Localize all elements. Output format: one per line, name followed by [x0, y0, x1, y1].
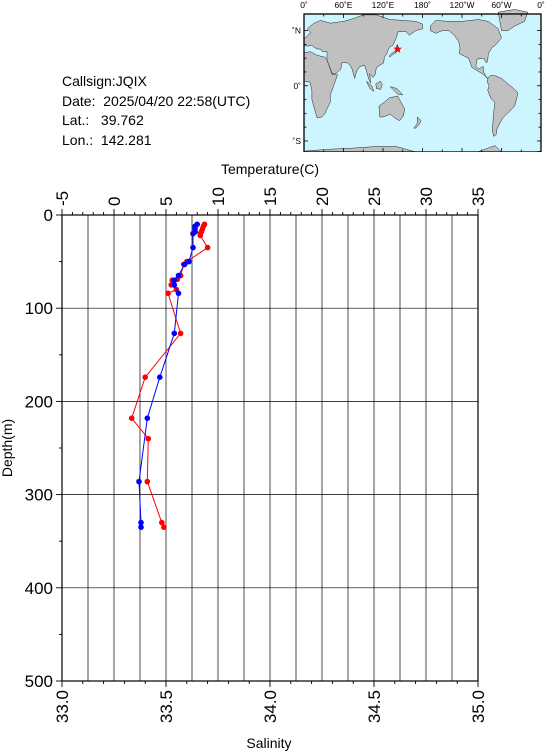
temperature-point: [197, 232, 204, 239]
map-lon-label: 180˚: [414, 0, 431, 10]
temperature-point: [145, 435, 152, 442]
salinity-tick-label: 34.5: [365, 690, 384, 723]
map-longitude-labels: 0˚ 60˚E 120˚E 180˚ 120˚W 60˚W 0˚: [300, 0, 545, 10]
salinity-point: [181, 261, 188, 268]
world-map: 0˚ 60˚E 120˚E 180˚ 120˚W 60˚W 0˚ 60˚N 0˚ 60˚S: [292, 0, 545, 152]
map-landmass: [378, 95, 405, 121]
salinity-point: [175, 272, 182, 279]
salinity-point: [138, 519, 144, 526]
map-lon-label: 60˚W: [491, 0, 511, 10]
temperature-tick-label: 20: [313, 187, 332, 206]
temperature-axis: -5 0 5 10 15 20 25 30 35: [53, 187, 488, 215]
map-lon-label: 60˚E: [335, 0, 353, 10]
longitude-label: Lon.: 142.281: [62, 131, 152, 148]
temperature-tick-label: -5: [53, 191, 72, 206]
salinity-point: [171, 277, 178, 283]
depth-tick-label: 400: [25, 579, 53, 598]
map-landmass: [303, 51, 338, 119]
temperature-point: [128, 415, 135, 422]
temperature-point: [159, 519, 165, 526]
callsign-label: Callsign:JQIX: [62, 73, 147, 89]
temperature-tick-label: 0: [105, 197, 124, 206]
map-landmass: [366, 80, 375, 92]
depth-axis-title: Depth(m): [0, 419, 15, 477]
map-lon-label: 0˚: [537, 0, 545, 10]
depth-axis: 0 100 200 300 400 500: [25, 206, 62, 691]
temperature-point: [142, 374, 148, 380]
temperature-tick-label: 25: [365, 187, 384, 206]
map-lat-label: 60˚S: [292, 136, 301, 146]
salinity-point: [171, 330, 178, 337]
chart-grid: [61, 215, 479, 681]
map-lon-label: 0˚: [300, 0, 308, 10]
salinity-point: [175, 290, 182, 297]
salinity-point: [190, 230, 196, 237]
latitude-label: Lat.: 39.762: [62, 112, 144, 128]
salinity-point: [186, 258, 192, 265]
temperature-point: [165, 290, 171, 297]
map-landmass: [486, 75, 519, 137]
salinity-tick-label: 35.0: [469, 690, 488, 723]
map-landmass: [497, 9, 529, 31]
temperature-tick-label: 30: [417, 187, 436, 206]
temperature-point: [144, 478, 151, 485]
map-latitude-labels: 60˚N 0˚ 60˚S: [292, 26, 301, 146]
temperature-point: [204, 244, 211, 251]
temperature-tick-label: 10: [209, 187, 228, 206]
salinity-axis-title: Salinity: [246, 735, 291, 751]
salinity-tick-label: 34.0: [261, 690, 280, 723]
temperature-point: [161, 524, 167, 530]
station-marker: [393, 44, 402, 53]
salinity-point: [190, 244, 196, 251]
series-layer: [128, 221, 211, 530]
station-info: Callsign:JQIX Date: 2025/04/20 22:58(UTC…: [62, 72, 250, 150]
salinity-point: [157, 374, 163, 380]
map-lat-label: 60˚N: [292, 26, 301, 36]
date-label: Date: 2025/04/20 22:58(UTC): [62, 92, 251, 109]
map-lon-label: 120˚E: [372, 0, 395, 10]
salinity-point: [171, 282, 178, 288]
temperature-point: [177, 330, 184, 337]
map-land: [303, 9, 542, 152]
map-lon-label: 120˚W: [449, 0, 474, 10]
profile-chart: -5 0 5 10 15 20 25 30 35 33.0 33.5 34.0 34.5 35.0 01…: [0, 161, 488, 751]
depth-tick-label: 200: [25, 392, 53, 411]
salinity-point: [144, 415, 151, 422]
map-landmass: [389, 86, 404, 96]
temperature-tick-label: 5: [157, 197, 176, 206]
map-frame: [303, 13, 542, 152]
depth-tick-label: 500: [25, 672, 53, 691]
map-landmass: [413, 116, 422, 129]
map-landmass: [389, 44, 398, 58]
salinity-tick-label: 33.0: [53, 690, 72, 723]
salinity-tick-label: 33.5: [157, 690, 176, 723]
salinity-point: [138, 524, 144, 530]
temperature-axis-title: Temperature(C): [221, 161, 319, 177]
salinity-point: [136, 478, 142, 485]
salinity-axis: 33.0 33.5 34.0 34.5 35.0: [53, 681, 488, 723]
temperature-tick-label: 35: [469, 187, 488, 206]
depth-tick-label: 0: [44, 206, 53, 225]
temperature-tick-label: 15: [261, 187, 280, 206]
map-landmass: [430, 19, 502, 79]
map-landmass: [303, 14, 423, 84]
map-landmass: [375, 80, 383, 90]
depth-tick-label: 100: [25, 299, 53, 318]
depth-tick-label: 300: [25, 486, 53, 505]
plot-frame: [61, 214, 479, 682]
map-lat-label: 0˚: [293, 81, 301, 91]
